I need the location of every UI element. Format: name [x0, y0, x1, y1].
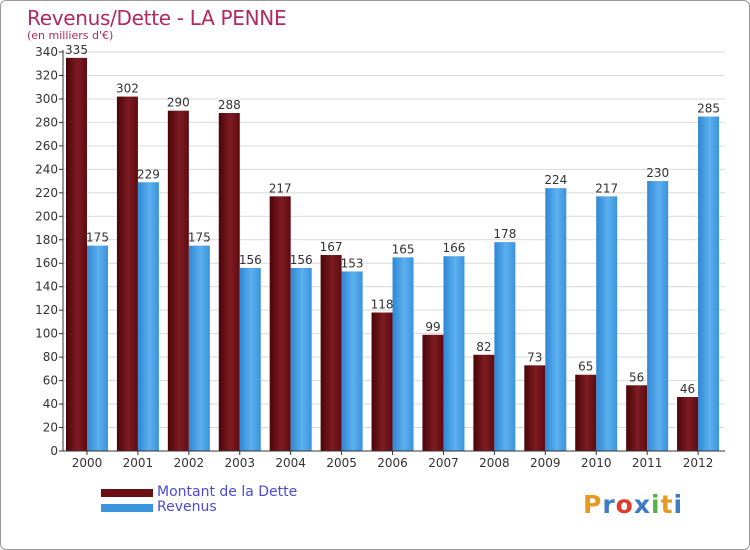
data-label-revenus: 230 [646, 166, 669, 180]
x-tick-label: 2009 [530, 456, 561, 470]
x-tick-label: 2003 [224, 456, 255, 470]
data-label-revenus: 156 [239, 253, 262, 267]
bar-dette [218, 113, 240, 451]
bar-dette [626, 385, 648, 451]
data-label-dette: 73 [527, 350, 542, 364]
y-tick-label: 220 [35, 186, 58, 200]
bar-dette [116, 96, 138, 451]
x-tick-label: 2000 [72, 456, 103, 470]
legend-label-revenus: Revenus [157, 499, 217, 515]
bar-dette [320, 255, 342, 451]
proxiti-logo: Proxiti [583, 490, 683, 519]
bar-revenus [545, 188, 567, 452]
legend-label-dette: Montant de la Dette [157, 484, 298, 500]
legend-swatch-revenus [101, 504, 153, 512]
y-tick-label: 200 [35, 209, 58, 223]
data-label-dette: 335 [65, 43, 88, 57]
x-tick-label: 2011 [632, 456, 663, 470]
data-label-revenus: 224 [544, 173, 567, 187]
bar-revenus [647, 181, 669, 451]
data-label-revenus: 175 [86, 231, 109, 245]
y-tick-label: 180 [35, 233, 58, 247]
bar-revenus [698, 116, 720, 451]
y-tick-label: 80 [43, 350, 58, 364]
x-tick-label: 2005 [326, 456, 357, 470]
bar-dette [677, 397, 699, 451]
y-tick-label: 60 [43, 374, 58, 388]
y-tick-label: 120 [35, 303, 58, 317]
bar-revenus [87, 245, 108, 451]
data-label-revenus: 229 [137, 167, 160, 181]
data-label-revenus: 285 [697, 102, 720, 116]
data-label-revenus: 166 [443, 241, 466, 255]
y-tick-label: 320 [35, 68, 58, 82]
data-label-dette: 290 [167, 96, 190, 110]
data-label-revenus: 153 [341, 256, 364, 270]
data-label-dette: 288 [218, 98, 241, 112]
y-tick-label: 160 [35, 256, 58, 270]
y-tick-label: 20 [43, 421, 58, 435]
logo-letter: i [673, 490, 684, 519]
y-tick-label: 260 [35, 139, 58, 153]
bar-dette [422, 334, 444, 451]
data-label-dette: 82 [476, 340, 491, 354]
logo-letter: o [615, 490, 634, 519]
bar-revenus [494, 242, 516, 451]
data-label-revenus: 178 [493, 227, 516, 241]
bar-revenus [443, 256, 465, 451]
bar-dette [66, 57, 87, 451]
bar-dette [269, 196, 291, 451]
logo-letter: r [602, 490, 616, 519]
chart-subtitle: (en milliers d'€) [27, 29, 114, 42]
data-label-dette: 118 [371, 298, 394, 312]
bar-revenus [341, 271, 363, 451]
data-label-dette: 56 [629, 370, 644, 384]
bar-dette [524, 365, 546, 451]
x-tick-label: 2001 [123, 456, 154, 470]
y-tick-label: 340 [35, 45, 58, 59]
chart-title: Revenus/Dette - LA PENNE [27, 6, 287, 30]
y-tick-label: 40 [43, 397, 58, 411]
bar-dette [167, 110, 189, 452]
bar-dette [473, 354, 495, 451]
y-tick-label: 280 [35, 115, 58, 129]
logo-letter: P [583, 490, 603, 519]
x-tick-label: 2006 [377, 456, 408, 470]
bar-dette [371, 312, 393, 451]
data-label-revenus: 217 [595, 181, 618, 195]
data-label-dette: 302 [116, 82, 139, 96]
legend-swatch-dette [101, 489, 153, 497]
y-tick-label: 240 [35, 162, 58, 176]
logo-letter: x [633, 490, 651, 519]
y-tick-label: 140 [35, 280, 58, 294]
data-label-revenus: 175 [188, 231, 211, 245]
data-label-revenus: 165 [392, 242, 415, 256]
x-tick-label: 2002 [174, 456, 205, 470]
x-tick-label: 2012 [683, 456, 714, 470]
data-label-dette: 46 [680, 382, 695, 396]
bar-revenus [392, 257, 414, 451]
logo-letter: t [660, 490, 674, 519]
logo-letter: i [651, 490, 661, 519]
y-tick-label: 0 [50, 444, 58, 458]
bar-revenus [596, 196, 618, 451]
bar-revenus [188, 245, 210, 451]
data-label-dette: 167 [320, 240, 343, 254]
x-tick-label: 2004 [275, 456, 306, 470]
y-tick-label: 100 [35, 327, 58, 341]
bar-revenus [290, 267, 312, 451]
x-tick-label: 2010 [581, 456, 612, 470]
data-label-dette: 99 [425, 320, 440, 334]
x-tick-label: 2007 [428, 456, 459, 470]
data-label-dette: 65 [578, 360, 593, 374]
bar-revenus [137, 182, 159, 451]
y-tick-label: 300 [35, 92, 58, 106]
x-tick-label: 2008 [479, 456, 510, 470]
bar-dette [575, 374, 597, 451]
bar-revenus [239, 267, 261, 451]
data-label-revenus: 156 [290, 253, 313, 267]
data-label-dette: 217 [269, 181, 292, 195]
